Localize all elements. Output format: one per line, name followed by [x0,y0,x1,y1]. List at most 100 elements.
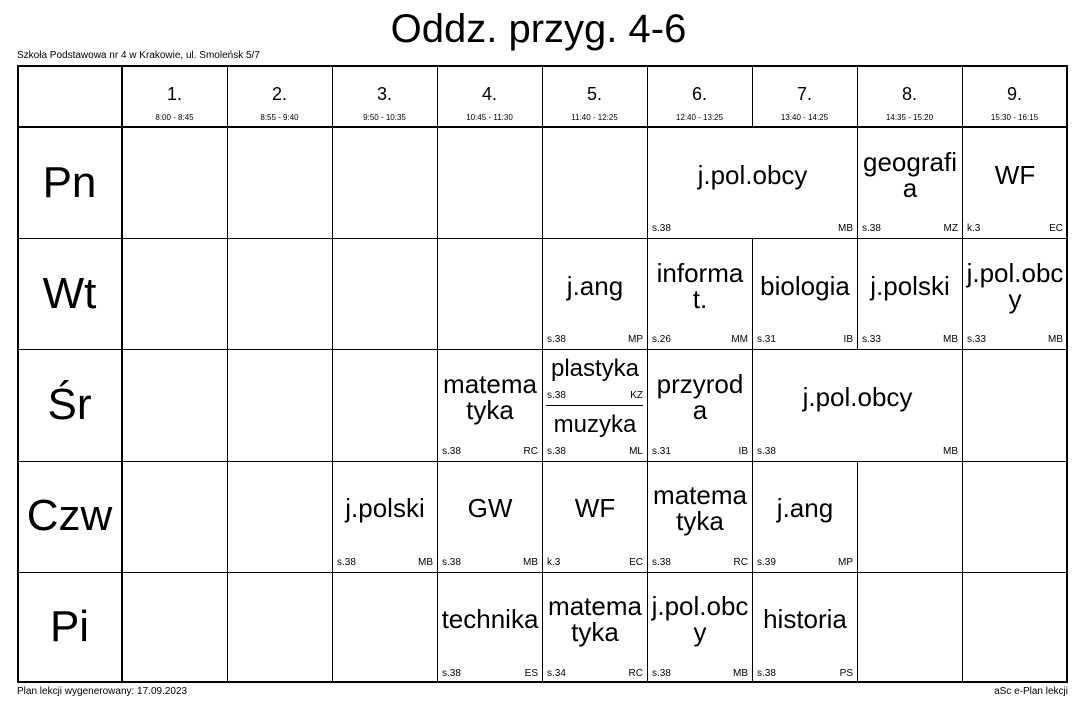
day-label: Pn [42,157,97,207]
grid-line [121,65,123,683]
lesson-teacher: MB [1048,334,1063,346]
lesson-room: s.38 [442,445,461,457]
lesson-teacher: MZ [943,223,958,235]
lesson-teacher: RC [523,445,538,457]
lesson-room: s.38 [442,668,461,679]
lesson-subject: j.polski [870,270,950,301]
lesson-teacher: ES [524,668,538,679]
lesson-room: s.38 [547,390,566,401]
lesson-teacher: MM [731,334,748,346]
lesson-room: k.3 [967,223,981,235]
lesson-room: s.38 [757,668,776,679]
period-time: 11:40 - 12:25 [571,113,618,122]
cell-merge-cover [856,350,859,461]
lesson-room: s.38 [652,223,671,235]
period-time: 12:40 - 13:25 [675,113,724,122]
lesson-subject: j.pol.obcy [966,257,1064,314]
lesson-room: s.31 [757,334,776,346]
grid-line [17,460,1067,462]
day-label: Czw [26,491,113,541]
footer-right: aSc e-Plan lekcji [994,686,1068,697]
lesson-subject: geografia [863,146,957,203]
lesson-subject: matematyka [548,591,642,648]
lesson-teacher: MP [838,556,853,568]
school-name: Szkoła Podstawowa nr 4 w Krakowie, ul. S… [17,50,260,61]
day-label: Śr [47,379,92,429]
lesson-room: s.38 [862,223,881,235]
lesson-teacher: RC [628,668,643,679]
period-number: 4. [481,84,497,104]
period-time: 15:30 - 16:15 [990,113,1039,122]
lesson-subject: j.pol.obcy [802,381,913,412]
lesson-teacher: MB [523,556,538,568]
lesson-teacher: EC [1049,223,1063,235]
lesson-teacher: MP [628,334,643,346]
grid-line [227,65,228,683]
grid-line [17,349,1067,351]
lesson-room: s.38 [547,445,566,457]
lesson-subject: j.pol.obcy [697,159,808,190]
lesson-subject: WF [994,159,1036,190]
lesson-subject: technika [441,604,539,635]
lesson-room: s.31 [652,445,671,457]
lesson-room: s.34 [547,668,566,679]
lesson-subject: biologia [760,270,850,301]
lesson-subject: j.polski [345,493,425,524]
period-time: 8:00 - 8:45 [155,113,194,122]
lesson-teacher: MB [943,445,958,457]
lesson-room: s.38 [442,556,461,568]
lesson-subject: informat. [656,257,744,314]
group-divider [546,405,643,406]
period-time: 9:50 - 10:35 [363,113,406,122]
lesson-subject: GW [467,493,513,524]
grid-line [647,65,648,683]
period-number: 2. [271,84,287,104]
lesson-teacher: MB [838,223,853,235]
lesson-room: s.38 [757,445,776,457]
lesson-subject: matematyka [653,480,747,537]
period-time: 13:40 - 14:25 [780,113,829,122]
lesson-teacher: EC [629,556,643,568]
grid-line [332,65,333,683]
period-number: 7. [796,84,812,104]
lesson-room: s.33 [967,334,986,346]
grid-line [962,65,963,683]
period-number: 1. [166,84,182,104]
lesson-room: s.39 [757,556,776,568]
grid-line [17,126,1067,128]
lesson-subject: muzyka [553,410,637,438]
grid-line [752,65,753,683]
title: Oddz. przyg. 4-6 [390,7,687,51]
lesson-room: s.38 [337,556,356,568]
lesson-room: s.38 [652,668,671,679]
period-time: 10:45 - 11:30 [466,113,513,122]
period-time: 14:35 - 15:20 [885,113,934,122]
lesson-teacher: ML [629,445,643,457]
grid-line [17,238,1067,240]
lesson-subject: j.ang [566,270,624,301]
footer-left: Plan lekcji wygenerowany: 17.09.2023 [17,686,188,697]
period-number: 5. [586,84,602,104]
grid-line [17,571,1067,573]
lesson-teacher: IB [843,334,853,346]
day-label: Wt [42,268,97,318]
lesson-subject: plastyka [550,355,640,383]
period-number: 8. [901,84,917,104]
lesson-teacher: MB [733,668,748,679]
lesson-subject: historia [763,604,847,635]
lesson-room: s.38 [547,334,566,346]
lesson-teacher: MB [943,334,958,346]
lesson-teacher: KZ [630,390,643,401]
lesson-teacher: RC [733,556,748,568]
lesson-teacher: IB [738,445,748,457]
lesson-subject: przyroda [656,368,744,425]
lesson-subject: matematyka [443,368,537,425]
period-number: 9. [1006,84,1022,104]
period-number: 6. [691,84,707,104]
cell-merge-cover [751,128,754,239]
lesson-subject: j.ang [776,493,834,524]
grid-line [542,65,543,683]
lesson-room: s.33 [862,334,881,346]
period-number: 3. [376,84,392,104]
